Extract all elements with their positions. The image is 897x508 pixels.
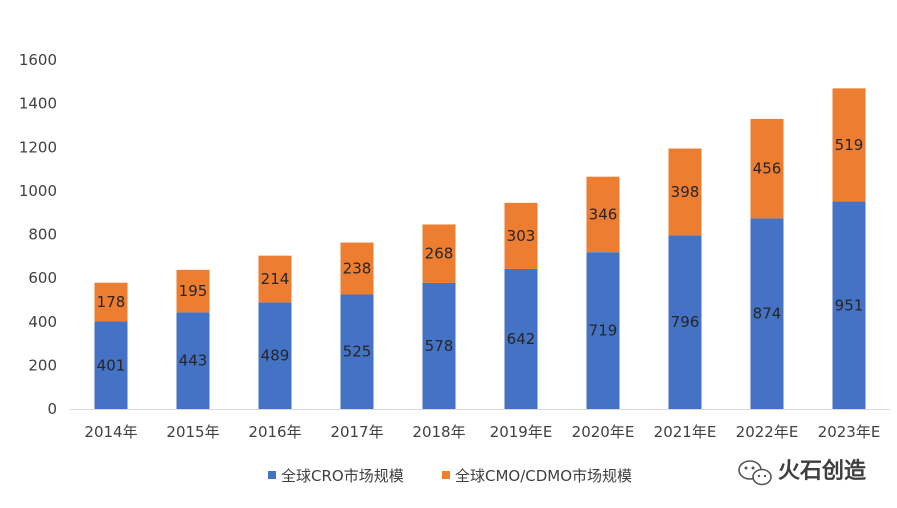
x-tick-label: 2017年 [330, 423, 383, 441]
y-tick-label: 800 [28, 226, 57, 244]
bar-cro [586, 252, 620, 409]
bar-cro [340, 294, 374, 409]
data-label-cmo-cdmo: 238 [343, 260, 372, 278]
data-label-cro: 874 [753, 305, 782, 323]
data-label-cro: 951 [835, 296, 864, 314]
legend: 全球CRO市场规模 全球CMO/CDMO市场规模 [268, 467, 632, 485]
x-tick-label: 2020年E [572, 423, 635, 441]
x-tick-label: 2022年E [736, 423, 799, 441]
bar-cmo-cdmo [668, 148, 702, 236]
legend-label-cro: 全球CRO市场规模 [281, 467, 404, 485]
bars: 401 178 443 195 489 214 525 238 578 268 642 303 719 3… [94, 88, 866, 409]
bar-cmo-cdmo [94, 282, 128, 322]
bar-cro [504, 268, 538, 409]
y-tick-label: 400 [28, 313, 57, 331]
x-tick-label: 2023年E [818, 423, 881, 441]
bar-cro [258, 302, 292, 409]
x-tick-label: 2015年 [166, 423, 219, 441]
y-tick-label: 1200 [19, 138, 57, 156]
x-tick-label: 2016年 [248, 423, 301, 441]
data-label-cmo-cdmo: 178 [97, 293, 126, 311]
watermark-text: 火石创造 [778, 459, 866, 484]
data-label-cro: 443 [179, 352, 208, 370]
data-label-cro: 489 [261, 347, 290, 365]
bar-cmo-cdmo [504, 202, 538, 269]
wechat-icon [738, 460, 772, 486]
y-tick-label: 1400 [19, 95, 57, 113]
y-tick-label: 600 [28, 269, 57, 287]
y-axis: 0 200 400 600 800 1000 1200 1400 1600 [19, 51, 57, 418]
y-tick-label: 1600 [19, 51, 57, 69]
bar-cmo-cdmo [586, 176, 620, 253]
y-tick-label: 0 [47, 400, 57, 418]
watermark: 火石创造 [738, 459, 866, 486]
x-tick-label: 2021年E [654, 423, 717, 441]
data-label-cmo-cdmo: 346 [589, 205, 618, 223]
data-label-cro: 642 [507, 330, 536, 348]
bar-cmo-cdmo [832, 88, 866, 202]
legend-swatch-cmo-cdmo [442, 471, 450, 479]
data-label-cro: 796 [671, 313, 700, 331]
data-label-cmo-cdmo: 398 [671, 183, 700, 201]
bar-cro [94, 321, 128, 409]
bar-cmo-cdmo [750, 118, 784, 219]
y-tick-label: 200 [28, 356, 57, 374]
data-label-cmo-cdmo: 456 [753, 160, 782, 178]
bar-cmo-cdmo [258, 255, 292, 303]
bar-cro [750, 218, 784, 409]
data-label-cro: 578 [425, 337, 454, 355]
data-label-cmo-cdmo: 214 [261, 270, 290, 288]
y-tick-label: 1000 [19, 182, 57, 200]
data-label-cmo-cdmo: 519 [835, 136, 864, 154]
data-label-cmo-cdmo: 268 [425, 245, 454, 263]
bar-cro [176, 312, 210, 409]
bar-cmo-cdmo [340, 242, 374, 295]
bar-cro [422, 282, 456, 409]
bar-cro [832, 201, 866, 409]
data-label-cro: 719 [589, 322, 618, 340]
x-tick-label: 2014年 [84, 423, 137, 441]
x-axis: 2014年 2015年 2016年 2017年 2018年 2019年E 2020年E 202… [70, 409, 890, 441]
legend-label-cmo-cdmo: 全球CMO/CDMO市场规模 [455, 467, 632, 485]
bar-cmo-cdmo [176, 269, 210, 313]
bar-cro [668, 235, 702, 409]
bar-cmo-cdmo [422, 224, 456, 283]
legend-swatch-cro [268, 471, 276, 479]
data-label-cmo-cdmo: 195 [179, 282, 208, 300]
x-tick-label: 2019年E [490, 423, 553, 441]
data-label-cro: 401 [97, 356, 126, 374]
x-tick-label: 2018年 [412, 423, 465, 441]
data-label-cro: 525 [343, 343, 372, 361]
data-label-cmo-cdmo: 303 [507, 227, 536, 245]
